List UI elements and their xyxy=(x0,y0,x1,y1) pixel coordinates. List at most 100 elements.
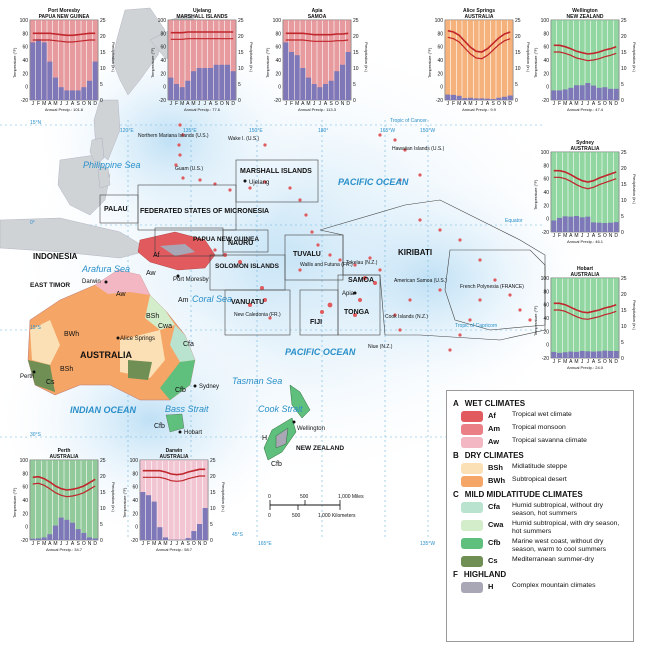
month-tick: J xyxy=(285,101,288,107)
precip-bar xyxy=(202,68,208,100)
climograph-column xyxy=(607,152,614,232)
month-tick: S xyxy=(214,101,218,107)
precip-bar xyxy=(596,222,602,232)
climograph-column xyxy=(168,460,174,540)
month-tick: N xyxy=(609,233,613,239)
legend-item-af: Af Tropical wet climate xyxy=(461,411,627,422)
precip-bar xyxy=(179,87,185,100)
legend-item-bwh: BWh Subtropical desert xyxy=(461,476,627,487)
climograph-column xyxy=(317,20,323,100)
precip-bar xyxy=(202,508,208,540)
legend-group-title: F HIGHLAND xyxy=(453,570,627,579)
place-labels: Northern Mariana Islands (U.S.) Guam (U.… xyxy=(138,133,524,350)
month-tick: M xyxy=(53,101,57,107)
lon-135e: 135°E xyxy=(183,128,197,134)
precip-bar xyxy=(190,71,197,100)
temp-tick: -20 xyxy=(274,98,281,104)
temp-tick: 100 xyxy=(435,18,444,24)
precip-tick: 20 xyxy=(515,34,521,40)
precip-bar xyxy=(196,524,203,540)
place-hawaiian: Hawaiian Islands (U.S.) xyxy=(392,146,445,152)
scale-km-500: 500 xyxy=(292,513,301,519)
temp-tick: 40 xyxy=(132,498,138,504)
precip-tick: 0 xyxy=(210,538,213,544)
climograph-column xyxy=(300,20,306,100)
temp-tick: 60 xyxy=(275,45,281,51)
climograph-column xyxy=(196,460,203,540)
temp-tick: 0 xyxy=(25,85,28,91)
month-tick: J xyxy=(176,541,179,547)
precip-bar xyxy=(86,537,93,540)
temp-tick: 20 xyxy=(22,71,28,77)
code-cs: Cs xyxy=(46,379,55,386)
precip-tick: 15 xyxy=(621,308,627,314)
indian-ocean-label: INDIAN OCEAN xyxy=(70,405,137,415)
legend-group-letter: F xyxy=(453,570,458,579)
legend-code: Aw xyxy=(488,437,500,446)
precip-tick: 5 xyxy=(100,82,103,88)
climograph-city: Port Moresby xyxy=(48,8,80,14)
legend-description: Humid subtropical, with dry season, hot … xyxy=(512,520,620,535)
precip-tick: 10 xyxy=(353,66,359,72)
precip-tick: 10 xyxy=(210,506,216,512)
annual-precip: Annual Precip.: 77.6 xyxy=(184,107,221,112)
temp-axis-title: Temperature (°F) xyxy=(12,47,17,78)
month-tick: S xyxy=(329,101,333,107)
precip-bar xyxy=(196,68,202,100)
precip-bar xyxy=(596,87,602,100)
precip-bar xyxy=(573,85,580,100)
month-tick: A xyxy=(301,101,305,107)
code-h: H xyxy=(262,435,267,442)
legend-description: Humid subtropical, without dry season, h… xyxy=(512,502,604,517)
month-tick: O xyxy=(82,541,86,547)
precip-bar xyxy=(47,534,53,540)
climograph-column xyxy=(573,20,580,100)
month-tick: M xyxy=(306,101,310,107)
temp-tick: 80 xyxy=(160,31,166,37)
temp-tick: 100 xyxy=(541,18,550,24)
temperature-line xyxy=(285,32,349,36)
annual-precip: Annual Precip.: 24.0 xyxy=(567,365,604,370)
month-tick: J xyxy=(170,541,173,547)
precip-bar xyxy=(556,217,563,232)
precip-bar xyxy=(345,52,351,100)
legend-code: Am xyxy=(488,424,501,433)
legend-swatch xyxy=(461,556,483,567)
legend-swatch xyxy=(461,582,483,593)
precip-bar xyxy=(590,351,597,358)
month-tick: J xyxy=(66,541,69,547)
temperature-line-min xyxy=(170,38,234,40)
month-tick: O xyxy=(220,101,224,107)
precip-bar xyxy=(607,350,614,358)
month-tick: A xyxy=(569,233,573,239)
precip-bar xyxy=(322,84,329,100)
country-fiji: FIJI xyxy=(310,319,322,326)
temperature-line-min xyxy=(553,176,617,190)
climograph-column xyxy=(196,20,202,100)
month-tick: D xyxy=(93,541,97,547)
precip-bar xyxy=(288,52,295,100)
climograph-column xyxy=(579,278,585,358)
precip-tick: 15 xyxy=(210,490,216,496)
month-tick: J xyxy=(447,101,450,107)
country-indonesia: INDONESIA xyxy=(33,252,78,261)
temp-tick: 40 xyxy=(160,58,166,64)
month-tick: M xyxy=(468,101,472,107)
temp-tick: 0 xyxy=(135,525,138,531)
climograph-column xyxy=(450,20,457,100)
cook-strait-label: Cook Strait xyxy=(258,404,303,414)
precip-bar xyxy=(339,64,346,100)
precip-tick: 0 xyxy=(353,98,356,104)
annual-precip: Annual Precip.: 113.3 xyxy=(298,107,337,112)
precip-tick: 20 xyxy=(210,474,216,480)
temp-tick: 20 xyxy=(543,71,549,77)
code-am: Am xyxy=(178,297,189,304)
climograph-column xyxy=(81,460,87,540)
legend-item-cs: Cs Mediterranean summer-dry xyxy=(461,556,627,567)
climograph-column xyxy=(179,20,185,100)
climograph-column xyxy=(551,20,557,100)
climograph-column xyxy=(490,20,496,100)
precip-tick: 15 xyxy=(353,50,359,56)
